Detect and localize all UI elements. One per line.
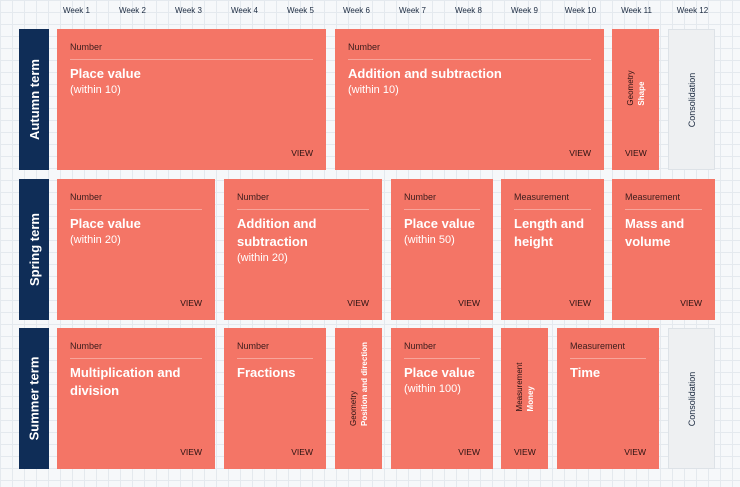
block-title: Addition and subtraction (within 20) [237,215,374,265]
block-title: Place value (within 50) [404,215,485,247]
summer-money-block[interactable]: Measurement Money VIEW [501,328,548,469]
view-link[interactable]: VIEW [458,447,480,457]
autumn-term-text: Autumn term [26,59,42,140]
summer-place-value-100-block[interactable]: Number Place value (within 100) VIEW [391,328,493,469]
week-header-1: Week 1 [63,6,90,15]
spring-addition-subtraction-block[interactable]: Number Addition and subtraction (within … [224,179,382,320]
autumn-addition-subtraction-block[interactable]: Number Addition and subtraction (within … [335,29,604,170]
view-link[interactable]: VIEW [625,148,647,158]
consolidation-label: Consolidation [686,72,697,127]
consolidation-label: Consolidation [686,371,697,426]
block-category: Number [404,341,480,359]
block-title-text: Addition and subtraction [348,66,502,81]
block-subtitle: (within 20) [70,234,121,246]
view-link[interactable]: VIEW [291,447,313,457]
block-subtitle: (within 10) [70,84,121,96]
week-header-10: Week 10 [564,6,597,15]
summer-consolidation-block: Consolidation [668,328,715,469]
block-category: Number [237,192,369,210]
block-title-text: Place value [404,365,475,380]
week-header-12: Week 12 [676,6,709,15]
week-header-6: Week 6 [343,6,370,15]
summer-multiplication-division-block[interactable]: Number Multiplication and division VIEW [57,328,215,469]
view-link[interactable]: VIEW [514,447,536,457]
block-category: Geometry [348,391,358,427]
autumn-term-label: Autumn term [19,29,49,170]
week-header-8: Week 8 [455,6,482,15]
block-category: Number [70,42,313,60]
block-title-text: Fractions [237,365,296,380]
block-subtitle: (within 10) [348,84,399,96]
week-header-9: Week 9 [511,6,538,15]
block-subtitle: (within 100) [404,383,461,395]
spring-place-value-50-block[interactable]: Number Place value (within 50) VIEW [391,179,493,320]
block-title-text: Place value [404,216,475,231]
summer-term-label: Summer term [19,328,49,469]
block-title-text: Length and height [514,216,585,249]
block-category: Geometry [625,70,635,106]
block-category: Number [70,341,202,359]
block-subtitle: (within 20) [237,252,288,264]
block-subtitle: (within 50) [404,234,455,246]
spring-length-height-block[interactable]: Measurement Length and height VIEW [501,179,604,320]
block-category: Number [404,192,480,210]
week-header-2: Week 2 [119,6,146,15]
block-vertical-text: Geometry Position and direction [348,342,370,426]
block-title-text: Place value [70,216,141,231]
week-header-7: Week 7 [399,6,426,15]
block-category: Measurement [625,192,702,210]
block-category: Number [348,42,591,60]
summer-time-block[interactable]: Measurement Time VIEW [557,328,659,469]
week-header-4: Week 4 [231,6,258,15]
block-title: Shape [636,81,646,106]
spring-mass-volume-block[interactable]: Measurement Mass and volume VIEW [612,179,715,320]
block-title: Position and direction [359,342,369,427]
block-title: Money [525,386,535,412]
block-title: Time [570,364,651,382]
autumn-consolidation-block: Consolidation [668,29,715,170]
view-link[interactable]: VIEW [624,447,646,457]
autumn-place-value-block[interactable]: Number Place value (within 10) VIEW [57,29,326,170]
view-link[interactable]: VIEW [180,447,202,457]
summer-term-text: Summer term [26,356,42,441]
block-title-text: Time [570,365,601,380]
block-vertical-text: Geometry Shape [625,71,647,106]
autumn-shape-block[interactable]: Geometry Shape VIEW [612,29,659,170]
spring-term-text: Spring term [26,213,42,286]
view-link[interactable]: VIEW [347,298,369,308]
block-title: Mass and volume [625,215,707,251]
block-title-text: Mass and volume [625,216,685,249]
summer-fractions-block[interactable]: Number Fractions VIEW [224,328,326,469]
week-header-11: Week 11 [621,6,652,15]
block-title: Addition and subtraction (within 10) [348,65,596,97]
block-title: Place value (within 20) [70,215,207,247]
view-link[interactable]: VIEW [569,298,591,308]
block-category: Measurement [514,362,524,412]
spring-place-value-block[interactable]: Number Place value (within 20) VIEW [57,179,215,320]
block-title: Multiplication and division [70,364,207,400]
block-category: Number [237,341,313,359]
block-category: Measurement [570,341,646,359]
view-link[interactable]: VIEW [680,298,702,308]
block-title: Length and height [514,215,596,251]
spring-term-label: Spring term [19,179,49,320]
week-header-3: Week 3 [175,6,202,15]
view-link[interactable]: VIEW [458,298,480,308]
view-link[interactable]: VIEW [180,298,202,308]
week-header-5: Week 5 [287,6,314,15]
block-title-text: Addition and subtraction [237,216,317,249]
block-category: Number [70,192,202,210]
summer-position-direction-block[interactable]: Geometry Position and direction [335,328,382,469]
block-vertical-text: Measurement Money [514,363,536,412]
block-title: Fractions [237,364,318,382]
block-title: Place value (within 100) [404,364,485,396]
block-title-text: Multiplication and division [70,365,181,398]
block-title-text: Place value [70,66,141,81]
block-title: Place value (within 10) [70,65,318,97]
block-category: Measurement [514,192,591,210]
view-link[interactable]: VIEW [291,148,313,158]
view-link[interactable]: VIEW [569,148,591,158]
